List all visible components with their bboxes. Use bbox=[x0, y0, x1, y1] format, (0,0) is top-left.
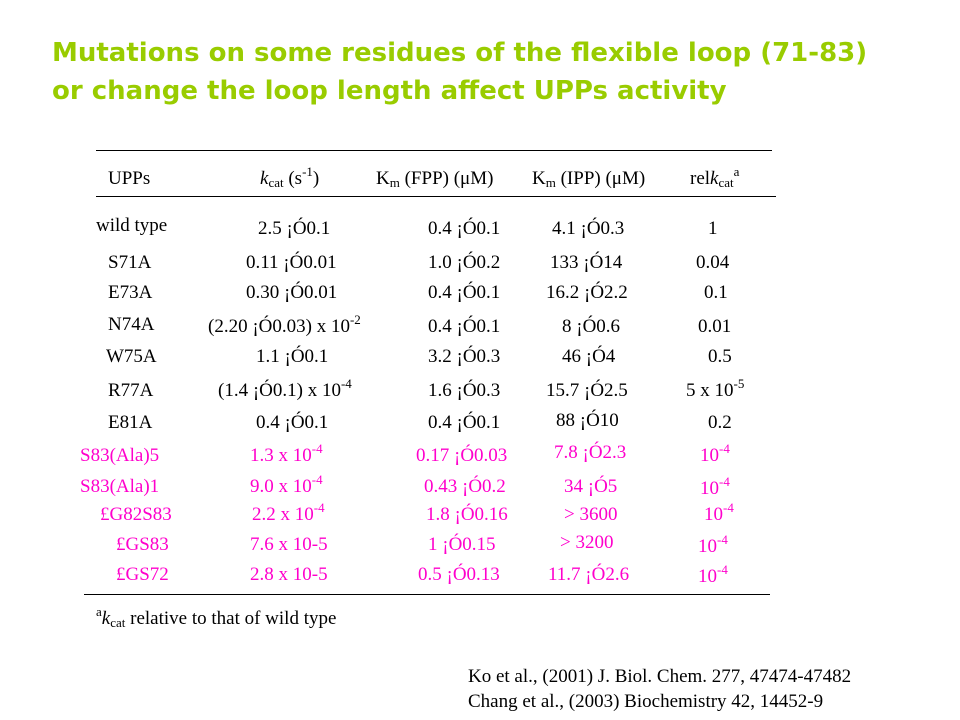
cell-kcat: (2.20 ¡Ó0.03) x 10-2 bbox=[208, 312, 361, 337]
cell-rel-kcat: 1 bbox=[708, 218, 718, 239]
cell-kcat: 2.5 ¡Ó0.1 bbox=[258, 218, 331, 239]
cell-kcat: 1.1 ¡Ó0.1 bbox=[256, 346, 329, 367]
slide-title-line-2: or change the loop length affect UPPs ac… bbox=[52, 76, 727, 106]
slide-title: Mutations on some residues of the flexib… bbox=[52, 34, 952, 110]
cell-km-fpp: 1.8 ¡Ó0.16 bbox=[426, 504, 508, 525]
cell-mutant: S83(Ala)5 bbox=[80, 445, 160, 466]
cell-rel-kcat: 10-4 bbox=[700, 441, 730, 466]
cell-mutant: E81A bbox=[108, 412, 153, 433]
cell-km-fpp: 1.0 ¡Ó0.2 bbox=[428, 252, 501, 273]
cell-kcat: 0.11 ¡Ó0.01 bbox=[246, 252, 337, 273]
cell-rel-kcat: 5 x 10-5 bbox=[686, 376, 745, 401]
cell-rel-kcat: 0.01 bbox=[698, 316, 732, 337]
cell-km-ipp: 34 ¡Ó5 bbox=[564, 476, 618, 497]
cell-km-ipp: 46 ¡Ó4 bbox=[562, 346, 616, 367]
cell-km-ipp: 133 ¡Ó14 bbox=[550, 252, 623, 273]
cell-km-fpp: 0.4 ¡Ó0.1 bbox=[428, 412, 501, 433]
cell-km-fpp: 0.4 ¡Ó0.1 bbox=[428, 218, 501, 239]
table-footnote: akcat relative to that of wild type bbox=[96, 604, 337, 630]
cell-km-fpp: 1 ¡Ó0.15 bbox=[428, 534, 496, 555]
cell-rel-kcat: 10-4 bbox=[698, 562, 728, 587]
cell-km-fpp: 1.6 ¡Ó0.3 bbox=[428, 380, 501, 401]
cell-km-ipp: 15.7 ¡Ó2.5 bbox=[546, 380, 628, 401]
cell-km-fpp: 0.43 ¡Ó0.2 bbox=[424, 476, 506, 497]
cell-km-fpp: 0.17 ¡Ó0.03 bbox=[416, 445, 508, 466]
cell-km-ipp: > 3200 bbox=[560, 532, 614, 553]
cell-mutant: R77A bbox=[108, 380, 154, 401]
header-kcat: kcat (s-1) bbox=[260, 164, 320, 190]
cell-mutant: S83(Ala)1 bbox=[80, 476, 160, 497]
cell-kcat: 0.4 ¡Ó0.1 bbox=[256, 412, 329, 433]
header-upps: UPPs bbox=[108, 168, 151, 189]
cell-km-fpp: 0.5 ¡Ó0.13 bbox=[418, 564, 500, 585]
header-relkcat: relkcata bbox=[690, 164, 740, 190]
cell-rel-kcat: 10-4 bbox=[704, 500, 734, 525]
cell-rel-kcat: 0.04 bbox=[696, 252, 730, 273]
cell-mutant: £GS72 bbox=[116, 564, 169, 585]
cell-km-ipp: 7.8 ¡Ó2.3 bbox=[554, 442, 627, 463]
cell-km-ipp: 11.7 ¡Ó2.6 bbox=[548, 564, 630, 585]
cell-km-ipp: > 3600 bbox=[564, 504, 618, 525]
cell-kcat: 0.30 ¡Ó0.01 bbox=[246, 282, 338, 303]
cell-km-ipp: 4.1 ¡Ó0.3 bbox=[552, 218, 625, 239]
slide-title-line-1: Mutations on some residues of the flexib… bbox=[52, 38, 868, 68]
cell-km-fpp: 3.2 ¡Ó0.3 bbox=[428, 346, 501, 367]
cell-rel-kcat: 0.2 bbox=[708, 412, 732, 433]
cell-mutant: wild type bbox=[96, 215, 168, 236]
cell-rel-kcat: 10-4 bbox=[698, 532, 728, 557]
header-km-ipp: Km (IPP) (μM) bbox=[532, 168, 646, 190]
cell-mutant: E73A bbox=[108, 282, 153, 303]
table-top-rule bbox=[96, 150, 772, 151]
cell-mutant: W75A bbox=[106, 346, 157, 367]
cell-kcat: 2.8 x 10-5 bbox=[250, 564, 328, 585]
header-km-fpp: Km (FPP) (μM) bbox=[376, 168, 494, 190]
reference-1: Ko et al., (2001) J. Biol. Chem. 277, 47… bbox=[468, 666, 852, 687]
cell-rel-kcat: 10-4 bbox=[700, 474, 730, 499]
references: Ko et al., (2001) J. Biol. Chem. 277, 47… bbox=[468, 664, 851, 714]
cell-mutant: £G82S83 bbox=[100, 504, 172, 525]
cell-km-ipp: 8 ¡Ó0.6 bbox=[562, 316, 621, 337]
cell-mutant: N74A bbox=[108, 314, 155, 335]
cell-rel-kcat: 0.5 bbox=[708, 346, 732, 367]
cell-kcat: 2.2 x 10-4 bbox=[252, 500, 325, 525]
table-header-rule bbox=[96, 196, 776, 197]
cell-kcat: 1.3 x 10-4 bbox=[250, 441, 323, 466]
cell-kcat: 7.6 x 10-5 bbox=[250, 534, 328, 555]
cell-mutant: £GS83 bbox=[116, 534, 169, 555]
cell-km-ipp: 16.2 ¡Ó2.2 bbox=[546, 282, 628, 303]
cell-mutant: S71A bbox=[108, 252, 152, 273]
reference-2: Chang et al., (2003) Biochemistry 42, 14… bbox=[468, 691, 824, 712]
cell-km-ipp: 88 ¡Ó10 bbox=[556, 410, 619, 431]
cell-kcat: (1.4 ¡Ó0.1) x 10-4 bbox=[218, 376, 352, 401]
cell-km-fpp: 0.4 ¡Ó0.1 bbox=[428, 282, 501, 303]
table-bottom-rule bbox=[84, 594, 770, 595]
cell-rel-kcat: 0.1 bbox=[704, 282, 728, 303]
cell-kcat: 9.0 x 10-4 bbox=[250, 472, 323, 497]
cell-km-fpp: 0.4 ¡Ó0.1 bbox=[428, 316, 501, 337]
